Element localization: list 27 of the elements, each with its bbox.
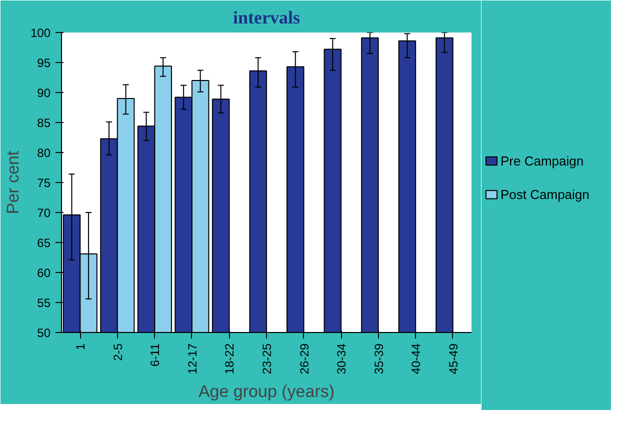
y-tick-label: 50	[37, 326, 51, 340]
x-tick-label: 35-39	[372, 343, 386, 374]
x-tick-label: 12-17	[185, 343, 200, 374]
x-axis-title: Age group (years)	[198, 382, 335, 402]
x-tick-label: 6-11	[148, 343, 162, 367]
y-tick-label: 85	[37, 116, 51, 130]
y-tick-label: 100	[30, 26, 51, 40]
y-tick-label: 80	[37, 146, 51, 160]
y-tick-label: 60	[37, 266, 51, 280]
legend-label: Post Campaign	[500, 187, 590, 202]
x-tick-label: 30-34	[334, 343, 349, 374]
y-tick-label: 90	[37, 86, 51, 100]
x-tick-label: 40-44	[409, 343, 424, 374]
y-axis-title: Per cent	[3, 150, 22, 214]
y-tick-label: 65	[37, 236, 51, 250]
x-tick-label: 45-49	[446, 343, 460, 374]
y-tick-label: 55	[37, 296, 51, 310]
x-tick-label: 26-29	[297, 343, 312, 374]
x-tick-label: 2-5	[110, 343, 125, 361]
y-tick-label: 95	[37, 56, 51, 70]
legend-label: Pre Campaign	[500, 154, 584, 169]
y-tick-label: 70	[37, 206, 51, 220]
x-tick-label: 18-22	[222, 343, 237, 374]
x-tick-label: 23-25	[260, 343, 274, 374]
chart-title: intervals	[233, 8, 300, 28]
y-tick-label: 75	[37, 176, 51, 190]
x-tick-label: 1	[74, 343, 88, 350]
